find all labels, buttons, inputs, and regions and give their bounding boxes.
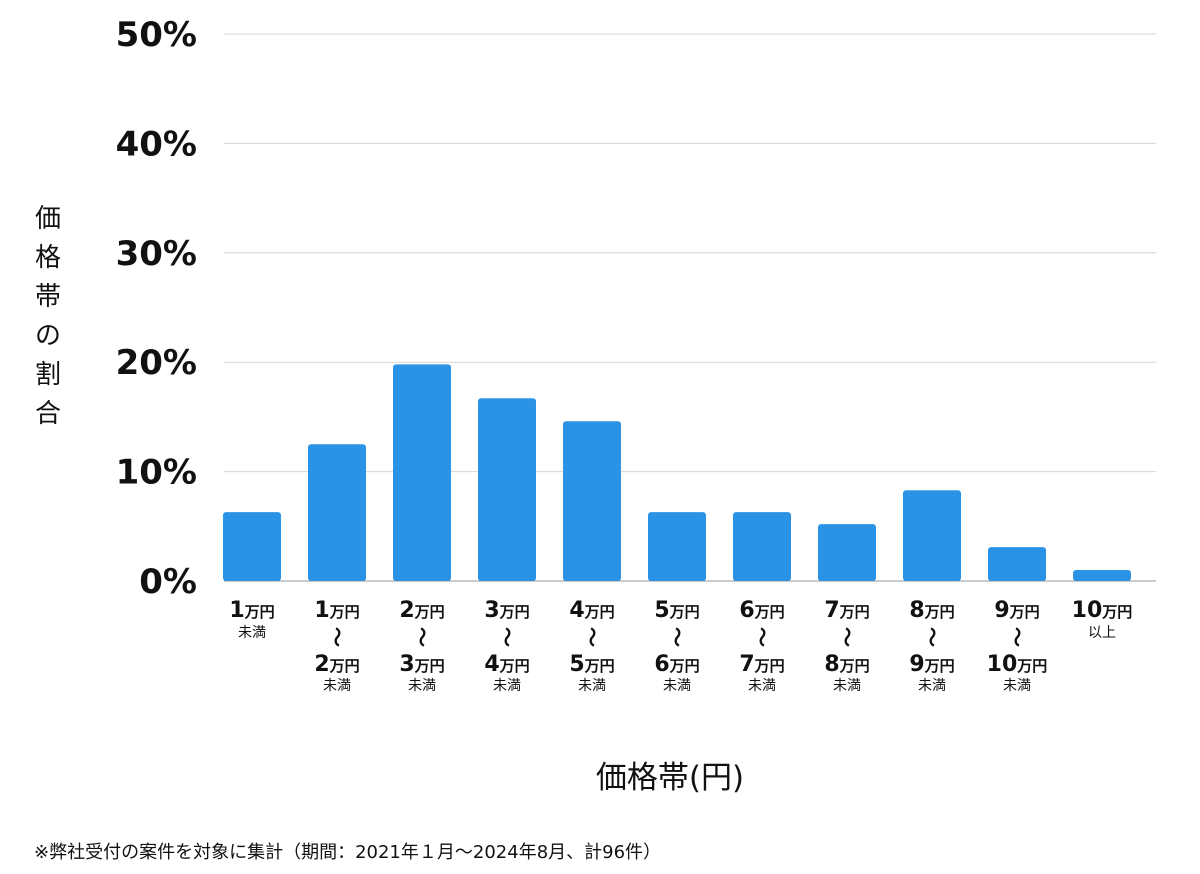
x-tick-label: 4万円	[569, 598, 614, 623]
y-tick-label: 40%	[116, 124, 197, 164]
x-tick-label: 6万円	[739, 598, 784, 623]
x-tick-label: 10万円	[987, 652, 1048, 677]
y-tick-label: 20%	[116, 343, 197, 383]
x-tick-note: 未満	[408, 678, 436, 694]
bar	[478, 398, 536, 581]
x-tick-label: 7万円	[739, 652, 784, 677]
x-tick-note: 未満	[323, 678, 351, 694]
x-tick-note: 未満	[748, 678, 776, 694]
x-tick-note: 未満	[833, 678, 861, 694]
y-tick-label: 0%	[139, 562, 197, 602]
x-tick-range-symbol: 〜	[1005, 627, 1029, 647]
x-tick-range-symbol: 〜	[495, 627, 519, 647]
x-tick-label: 5万円	[654, 598, 699, 623]
x-tick-label: 7万円	[824, 598, 869, 623]
bar	[988, 547, 1046, 581]
x-tick-label: 9万円	[909, 652, 954, 677]
x-tick-label: 3万円	[484, 598, 529, 623]
x-tick-label: 1万円	[229, 598, 274, 623]
x-tick-range-symbol: 〜	[410, 627, 434, 647]
x-tick-label: 8万円	[824, 652, 869, 677]
bar	[648, 512, 706, 581]
x-tick-label: 2万円	[314, 652, 359, 677]
x-tick-label: 6万円	[654, 652, 699, 677]
x-tick-note: 未満	[1003, 678, 1031, 694]
x-tick-label: 9万円	[994, 598, 1039, 623]
bar	[223, 512, 281, 581]
x-tick-label: 8万円	[909, 598, 954, 623]
bar	[818, 524, 876, 581]
x-tick-range-symbol: 〜	[665, 627, 689, 647]
bar	[903, 490, 961, 581]
y-axis-label: 価 格 帯 の 割 合	[34, 204, 61, 429]
x-tick-range-symbol: 〜	[580, 627, 604, 647]
x-tick-range-symbol: 〜	[920, 627, 944, 647]
y-tick-label: 10%	[116, 453, 197, 493]
x-tick-note: 未満	[493, 678, 521, 694]
bar	[1073, 570, 1131, 581]
bar	[733, 512, 791, 581]
bar	[563, 421, 621, 581]
x-tick-label: 2万円	[399, 598, 444, 623]
x-tick-note: 未満	[663, 678, 691, 694]
y-tick-label: 30%	[116, 234, 197, 274]
x-tick-range-symbol: 〜	[835, 627, 859, 647]
bar	[393, 364, 451, 581]
x-tick-label: 4万円	[484, 652, 529, 677]
x-tick-note: 未満	[918, 678, 946, 694]
x-tick-label: 10万円	[1072, 598, 1133, 623]
x-tick-range-symbol: 〜	[750, 627, 774, 647]
x-tick-range-symbol: 〜	[325, 627, 349, 647]
y-tick-label: 50%	[116, 15, 197, 55]
footnote: ※弊社受付の案件を対象に集計（期間：2021年１月〜2024年8月、計96件）	[34, 842, 662, 863]
x-tick-label: 1万円	[314, 598, 359, 623]
x-tick-note: 未満	[238, 625, 266, 641]
x-tick-note: 以上	[1088, 625, 1116, 641]
x-tick-note: 未満	[578, 678, 606, 694]
bar	[308, 444, 366, 581]
x-axis-label: 価格帯(円)	[595, 760, 745, 796]
x-tick-label: 3万円	[399, 652, 444, 677]
x-tick-label: 5万円	[569, 652, 614, 677]
